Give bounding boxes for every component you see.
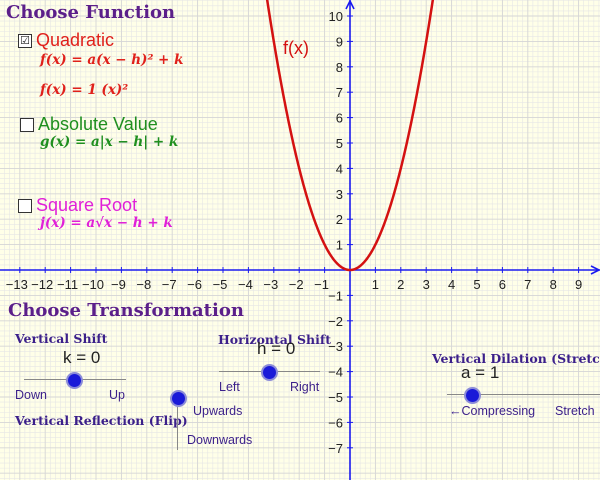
square-root-formula: j(x) = a√x − h + k [40,215,173,231]
y-tick-label: 3 [336,187,343,202]
y-tick-label: 5 [336,136,343,151]
y-tick-label: 7 [336,85,343,100]
absolute-value-option[interactable]: Absolute Value [20,114,158,135]
vertical-shift-value: k = 0 [63,348,101,367]
x-tick-label: 4 [448,277,455,292]
vertical-dilation-left-label: ←Compressing [449,404,536,418]
x-axis-arrow [590,265,600,275]
x-tick-label: −1 [314,277,329,292]
x-tick-label: −11 [57,277,78,292]
vertical-dilation-knob[interactable] [464,387,481,404]
x-tick-label: −10 [82,277,104,292]
absolute-value-formula: g(x) = a|x − h| + k [40,134,179,150]
vertical-shift-title: Vertical Shift [15,331,108,346]
quadratic-option[interactable]: ☑ Quadratic [18,30,114,51]
x-tick-label: −9 [111,277,126,292]
y-tick-label: 10 [329,9,343,24]
y-tick-label: −4 [328,365,343,380]
vertical-dilation-value: a = 1 [461,363,500,382]
horizontal-shift-left-label: Left [219,380,240,394]
x-tick-label: 7 [524,277,531,292]
x-tick-label: 8 [550,277,557,292]
vertical-shift-knob[interactable] [66,372,83,389]
absolute-value-label: Absolute Value [38,114,158,134]
x-tick-label: −7 [162,277,177,292]
vertical-shift-right-label: Up [109,388,125,402]
quadratic-formula: f(x) = a(x − h)² + k [40,52,184,68]
vertical-dilation-right-label: Stretch [555,404,595,418]
curve-label: f(x) [283,38,309,58]
choose-transformation-heading: Choose Transformation [8,300,244,321]
y-tick-label: −6 [328,415,343,430]
y-tick-label: −7 [328,441,343,456]
horizontal-shift-right-label: Right [290,380,320,394]
x-tick-label: −6 [187,277,202,292]
y-tick-label: −1 [328,288,343,303]
absolute-value-checkbox[interactable] [20,117,34,132]
vertical-reflection-top-label: Upwards [193,404,243,418]
x-tick-label: −4 [238,277,253,292]
quadratic-checkbox[interactable]: ☑ [18,33,32,48]
square-root-label: Square Root [36,195,138,215]
horizontal-shift-value: h = 0 [257,339,296,358]
x-tick-label: 1 [372,277,379,292]
x-tick-label: −13 [6,277,28,292]
vertical-reflection-track[interactable] [177,397,178,450]
vertical-shift-left-label: Down [15,388,47,402]
y-tick-label: 4 [336,161,343,176]
x-tick-label: 6 [499,277,506,292]
quadratic-curve[interactable] [264,0,438,272]
x-tick-label: −2 [289,277,304,292]
horizontal-shift-title: Horizontal Shift [218,332,331,347]
y-tick-label: 2 [336,212,343,227]
choose-function-heading: Choose Function [6,2,176,23]
vertical-reflection-knob[interactable] [170,390,187,407]
quadratic-label: Quadratic [36,30,115,50]
axis-tick-labels: −13 −12 −11 −10 −9 −8 −7 −6 −5 −4 −3 −2 −1 1 2 3 4 5 6 7 8 91… [6,9,582,456]
square-root-checkbox[interactable] [18,198,32,213]
y-tick-label: 6 [336,111,343,126]
x-tick-label: 2 [397,277,404,292]
x-tick-label: −3 [263,277,278,292]
y-tick-label: −2 [328,314,343,329]
x-tick-label: −12 [31,277,53,292]
horizontal-shift-knob[interactable] [261,364,278,381]
y-tick-label: 1 [336,238,343,253]
vertical-reflection-bottom-label: Downwards [187,433,253,447]
x-tick-label: 9 [575,277,582,292]
vertical-dilation-track[interactable] [447,394,600,395]
y-tick-label: 9 [336,34,343,49]
y-tick-label: 8 [336,60,343,75]
x-tick-label: −5 [213,277,228,292]
y-tick-label: −5 [328,390,343,405]
x-tick-label: 3 [423,277,430,292]
square-root-option[interactable]: Square Root [18,195,137,216]
vertical-reflection-title: Vertical Reflection (Flip) [15,413,188,428]
quadratic-current-formula: f(x) = 1 (x)² [40,82,129,98]
x-tick-label: 5 [473,277,480,292]
x-tick-label: −8 [136,277,151,292]
y-axis-arrow [345,0,355,10]
y-tick-label: −3 [328,339,343,354]
vertical-dilation-title: Vertical Dilation (Stretch [432,351,600,366]
